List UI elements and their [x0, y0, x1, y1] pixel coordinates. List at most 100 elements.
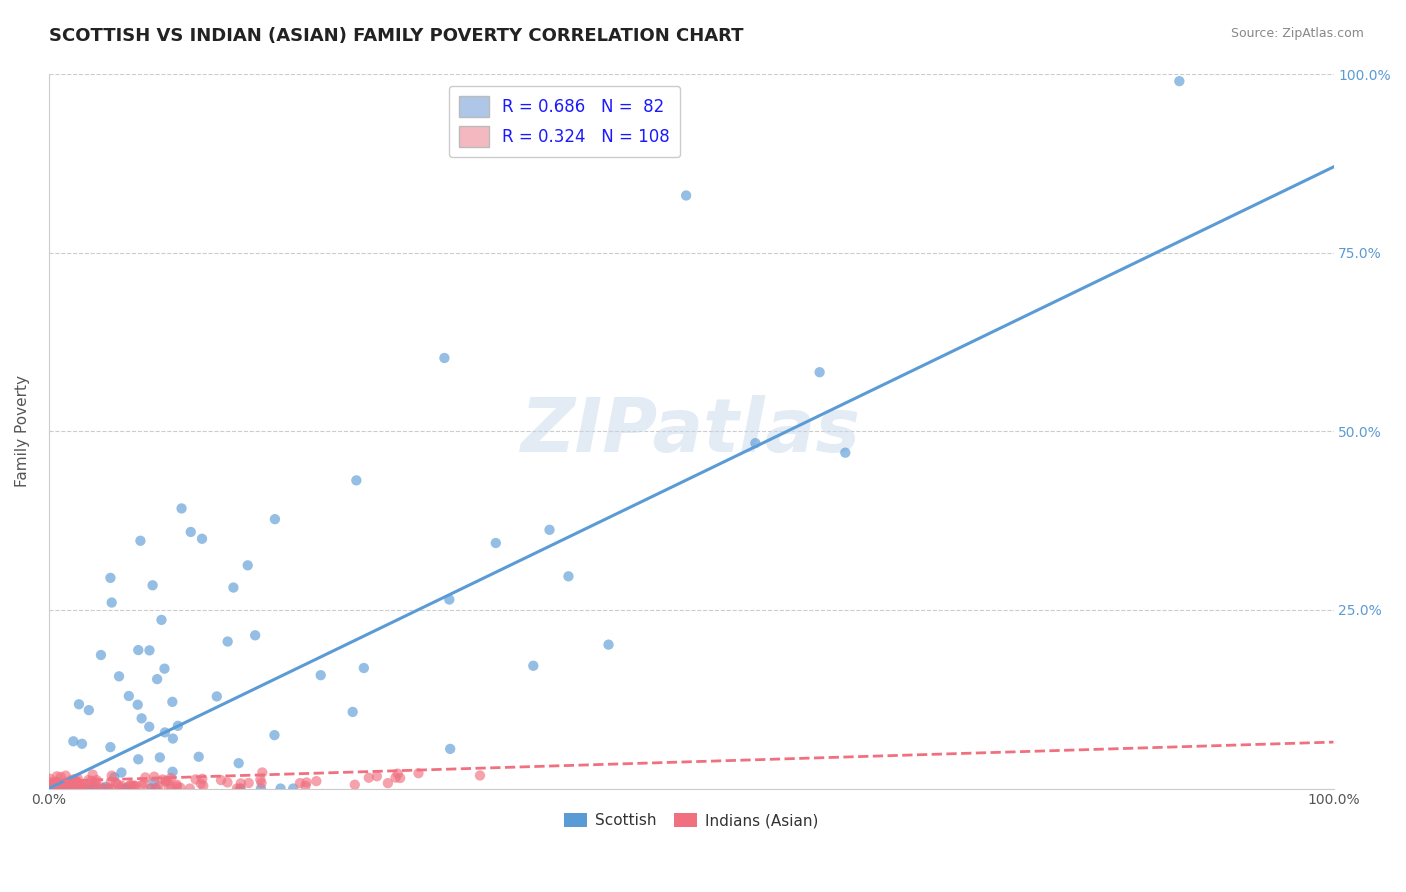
Point — [229, 776, 252, 790]
Point — [67, 698, 90, 712]
Point — [110, 765, 132, 780]
Point — [146, 672, 169, 686]
Point — [160, 771, 183, 785]
Point — [205, 690, 228, 704]
Point — [243, 628, 266, 642]
Point — [46, 775, 69, 789]
Point — [67, 777, 90, 791]
Point — [66, 772, 89, 786]
Point — [49, 781, 72, 796]
Point — [38, 781, 60, 796]
Point — [60, 774, 83, 789]
Point — [187, 749, 209, 764]
Point — [808, 365, 831, 379]
Point — [153, 662, 176, 676]
Point — [90, 648, 112, 662]
Point — [744, 436, 766, 450]
Point — [100, 769, 122, 783]
Point — [344, 474, 367, 488]
Point — [75, 781, 97, 796]
Point — [384, 771, 406, 785]
Point — [129, 533, 152, 548]
Point — [283, 781, 305, 796]
Point — [42, 781, 65, 796]
Point — [63, 781, 86, 796]
Point — [149, 750, 172, 764]
Point — [1168, 74, 1191, 88]
Point — [45, 777, 67, 791]
Point — [141, 781, 163, 796]
Point — [108, 780, 131, 795]
Point — [53, 779, 76, 793]
Point — [103, 770, 125, 784]
Point — [162, 731, 184, 746]
Point — [107, 778, 129, 792]
Point — [236, 558, 259, 573]
Point — [288, 776, 311, 790]
Point — [91, 780, 114, 795]
Point — [193, 779, 215, 793]
Point — [155, 773, 177, 788]
Point — [60, 781, 83, 796]
Point — [226, 781, 249, 796]
Point — [115, 781, 138, 796]
Point — [557, 569, 579, 583]
Point — [118, 689, 141, 703]
Point — [148, 779, 170, 793]
Point — [250, 776, 273, 790]
Point — [138, 643, 160, 657]
Point — [162, 764, 184, 779]
Point — [121, 779, 143, 793]
Point — [87, 781, 110, 796]
Point — [217, 634, 239, 648]
Point — [342, 705, 364, 719]
Point — [191, 532, 214, 546]
Point — [66, 776, 89, 790]
Point — [82, 767, 104, 781]
Point — [115, 781, 138, 796]
Point — [228, 756, 250, 771]
Text: ZIPatlas: ZIPatlas — [522, 395, 860, 467]
Point — [46, 781, 69, 796]
Point — [77, 773, 100, 788]
Point — [77, 777, 100, 791]
Point — [83, 777, 105, 791]
Point — [45, 769, 67, 783]
Point — [55, 776, 77, 790]
Point — [38, 776, 60, 790]
Point — [38, 775, 60, 789]
Point — [295, 775, 318, 789]
Point — [152, 772, 174, 787]
Point — [167, 719, 190, 733]
Point — [377, 776, 399, 790]
Point — [46, 777, 69, 791]
Point — [249, 772, 271, 787]
Point — [82, 781, 104, 796]
Point — [48, 780, 70, 794]
Point — [65, 775, 87, 789]
Point — [52, 780, 75, 795]
Point — [55, 769, 77, 783]
Point — [179, 781, 201, 796]
Point — [100, 774, 122, 789]
Point — [366, 769, 388, 783]
Point — [387, 766, 409, 780]
Point — [59, 773, 82, 788]
Point — [408, 766, 430, 780]
Point — [111, 779, 134, 793]
Point — [76, 781, 98, 796]
Point — [153, 725, 176, 739]
Point — [294, 779, 316, 793]
Point — [134, 771, 156, 785]
Point — [238, 776, 260, 790]
Point — [127, 752, 149, 766]
Point — [45, 774, 67, 789]
Point — [357, 771, 380, 785]
Point — [166, 778, 188, 792]
Point — [70, 780, 93, 795]
Point — [162, 695, 184, 709]
Point — [270, 781, 292, 796]
Point — [67, 778, 90, 792]
Point — [305, 774, 328, 789]
Point — [157, 781, 180, 796]
